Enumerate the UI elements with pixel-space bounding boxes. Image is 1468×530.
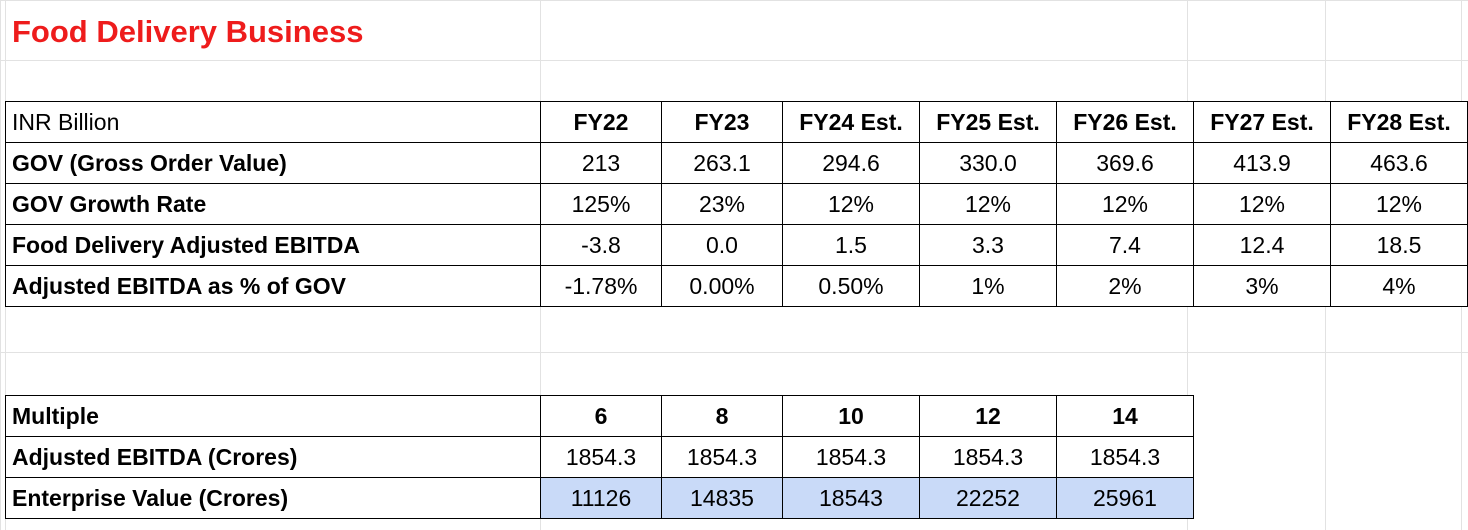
value-cell[interactable]: 1854.3 <box>1056 436 1194 478</box>
header-cell[interactable]: 12 <box>919 395 1057 437</box>
header-cell[interactable]: FY23 <box>661 101 783 143</box>
value-cell[interactable]: 1854.3 <box>540 436 662 478</box>
unit-cell[interactable]: INR Billion <box>5 101 541 143</box>
table-row: Enterprise Value (Crores) 11126 14835 18… <box>5 477 1194 519</box>
table-header-row: INR Billion FY22 FY23 FY24 Est. FY25 Est… <box>5 101 1468 143</box>
value-cell[interactable]: 12% <box>1056 183 1194 225</box>
header-cell[interactable]: FY26 Est. <box>1056 101 1194 143</box>
value-cell[interactable]: 3% <box>1193 265 1331 307</box>
value-cell[interactable]: 3.3 <box>919 224 1057 266</box>
row-label-cell[interactable]: Adjusted EBITDA as % of GOV <box>5 265 541 307</box>
value-cell[interactable]: 0.00% <box>661 265 783 307</box>
value-cell[interactable]: 369.6 <box>1056 142 1194 184</box>
value-cell[interactable]: 7.4 <box>1056 224 1194 266</box>
value-cell[interactable]: -3.8 <box>540 224 662 266</box>
header-cell[interactable]: 10 <box>782 395 920 437</box>
header-cell[interactable]: 8 <box>661 395 783 437</box>
row-label-cell[interactable]: GOV (Gross Order Value) <box>5 142 541 184</box>
value-cell[interactable]: 2% <box>1056 265 1194 307</box>
value-cell[interactable]: 12% <box>1330 183 1468 225</box>
header-cell[interactable]: FY22 <box>540 101 662 143</box>
value-cell[interactable]: 125% <box>540 183 662 225</box>
value-cell[interactable]: 413.9 <box>1193 142 1331 184</box>
value-cell[interactable]: 12% <box>919 183 1057 225</box>
value-cell[interactable]: 330.0 <box>919 142 1057 184</box>
page-title[interactable]: Food Delivery Business <box>12 14 364 49</box>
value-cell[interactable]: 1854.3 <box>782 436 920 478</box>
row-label-cell[interactable]: Enterprise Value (Crores) <box>5 477 541 519</box>
row-label-cell[interactable]: Food Delivery Adjusted EBITDA <box>5 224 541 266</box>
header-cell[interactable]: 6 <box>540 395 662 437</box>
value-cell[interactable]: 23% <box>661 183 783 225</box>
value-cell[interactable]: 1% <box>919 265 1057 307</box>
grid-line <box>0 60 1468 61</box>
value-cell[interactable]: -1.78% <box>540 265 662 307</box>
value-cell[interactable]: 12.4 <box>1193 224 1331 266</box>
grid-line <box>0 352 1468 353</box>
header-cell[interactable]: FY24 Est. <box>782 101 920 143</box>
highlighted-value-cell[interactable]: 22252 <box>919 477 1057 519</box>
value-cell[interactable]: 263.1 <box>661 142 783 184</box>
row-label-cell[interactable]: Adjusted EBITDA (Crores) <box>5 436 541 478</box>
row-label-cell[interactable]: GOV Growth Rate <box>5 183 541 225</box>
value-cell[interactable]: 1854.3 <box>919 436 1057 478</box>
header-cell[interactable]: FY25 Est. <box>919 101 1057 143</box>
header-cell[interactable]: 14 <box>1056 395 1194 437</box>
value-cell[interactable]: 0.0 <box>661 224 783 266</box>
table-header-row: Multiple 6 8 10 12 14 <box>5 395 1194 437</box>
table-row: Adjusted EBITDA as % of GOV -1.78% 0.00%… <box>5 265 1468 307</box>
gov-table: INR Billion FY22 FY23 FY24 Est. FY25 Est… <box>5 101 1468 307</box>
table-row: GOV (Gross Order Value) 213 263.1 294.6 … <box>5 142 1468 184</box>
value-cell[interactable]: 12% <box>782 183 920 225</box>
table-row: Food Delivery Adjusted EBITDA -3.8 0.0 1… <box>5 224 1468 266</box>
value-cell[interactable]: 12% <box>1193 183 1331 225</box>
highlighted-value-cell[interactable]: 18543 <box>782 477 920 519</box>
highlighted-value-cell[interactable]: 14835 <box>661 477 783 519</box>
value-cell[interactable]: 1854.3 <box>661 436 783 478</box>
header-cell[interactable]: FY27 Est. <box>1193 101 1331 143</box>
multiple-label-cell[interactable]: Multiple <box>5 395 541 437</box>
highlighted-value-cell[interactable]: 11126 <box>540 477 662 519</box>
table-row: Adjusted EBITDA (Crores) 1854.3 1854.3 1… <box>5 436 1194 478</box>
value-cell[interactable]: 18.5 <box>1330 224 1468 266</box>
value-cell[interactable]: 294.6 <box>782 142 920 184</box>
value-cell[interactable]: 463.6 <box>1330 142 1468 184</box>
value-cell[interactable]: 1.5 <box>782 224 920 266</box>
value-cell[interactable]: 0.50% <box>782 265 920 307</box>
value-cell[interactable]: 213 <box>540 142 662 184</box>
table-row: GOV Growth Rate 125% 23% 12% 12% 12% 12%… <box>5 183 1468 225</box>
highlighted-value-cell[interactable]: 25961 <box>1056 477 1194 519</box>
value-cell[interactable]: 4% <box>1330 265 1468 307</box>
valuation-table: Multiple 6 8 10 12 14 Adjusted EBITDA (C… <box>5 395 1194 519</box>
header-cell[interactable]: FY28 Est. <box>1330 101 1468 143</box>
